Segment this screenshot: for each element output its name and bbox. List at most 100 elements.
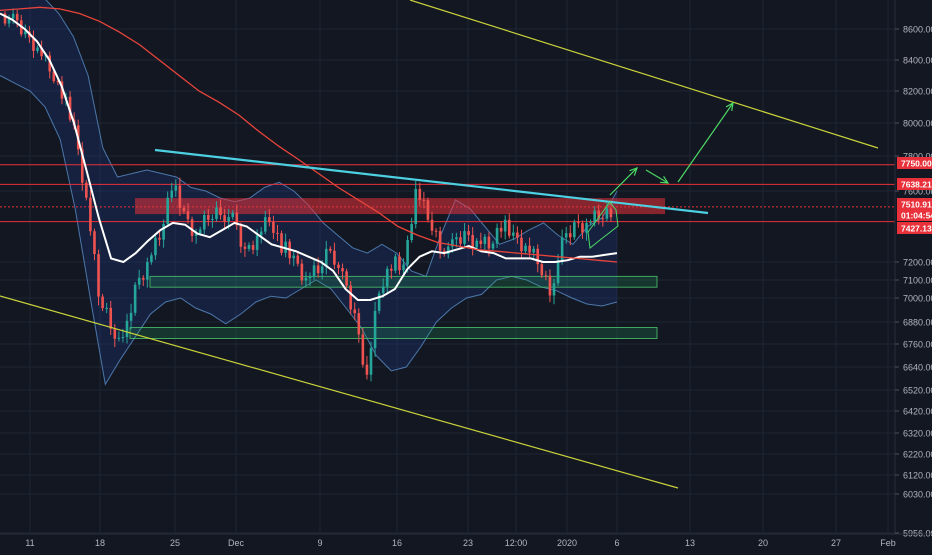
candle-body <box>186 211 190 220</box>
time-axis-label: 11 <box>25 538 34 548</box>
candle-body <box>243 246 247 249</box>
price-axis-label: 7600.00 <box>903 187 932 197</box>
time-axis-label: 12:00 <box>505 538 528 548</box>
price-badge-label: 7750.00 <box>901 159 932 169</box>
candle-body <box>544 275 548 277</box>
candle-body <box>577 222 580 224</box>
candle-body <box>333 250 336 265</box>
price-axis-label: 6320.00 <box>903 429 932 439</box>
candle-body <box>166 197 169 225</box>
candle-body <box>385 268 389 287</box>
projection-arrows <box>587 101 734 249</box>
candle-body <box>434 230 438 232</box>
candle-body <box>80 149 84 183</box>
channel-lower-trendline <box>0 295 679 489</box>
candle-body <box>548 275 552 296</box>
candle-body <box>467 231 470 236</box>
price-axis-label: 6220.00 <box>903 450 932 460</box>
candle-body <box>512 232 515 236</box>
price-badge-label: 01:04:54 <box>901 211 932 221</box>
candle-body <box>430 219 434 231</box>
candle-body <box>231 212 235 218</box>
candle-body <box>524 245 527 252</box>
candle-body <box>402 264 405 271</box>
price-axis-label: 8600.00 <box>903 25 932 35</box>
candle-body <box>7 18 11 24</box>
candle-body <box>556 260 560 284</box>
time-axis-label: 2020 <box>557 538 577 548</box>
candle-body <box>345 271 348 286</box>
time-axis-label: 16 <box>392 538 402 548</box>
candle-body <box>24 31 27 35</box>
candle-body <box>520 237 523 252</box>
candle-body <box>451 239 454 247</box>
candle-body <box>211 218 214 220</box>
projection-arrow-line <box>677 102 734 183</box>
candle-body <box>499 227 503 232</box>
projection-arrow-line <box>645 169 669 184</box>
zone-support <box>129 327 658 339</box>
candle-body <box>349 285 352 310</box>
price-badge-label: 7510.91 <box>901 200 932 210</box>
candle-body <box>455 237 458 240</box>
candle-body <box>182 207 186 212</box>
candle-body <box>373 310 377 349</box>
projection-arrow-head <box>725 101 734 111</box>
candle-body <box>190 219 194 236</box>
candle-body <box>101 296 104 309</box>
candle-body <box>296 255 300 264</box>
candle-body <box>133 284 137 313</box>
candle-body <box>56 81 60 83</box>
candle-body <box>394 256 397 271</box>
candle-body <box>471 235 474 248</box>
candle-body <box>365 364 369 375</box>
price-axis-label: 7000.00 <box>903 294 932 304</box>
candle-body <box>141 277 145 280</box>
candle-body <box>202 215 206 230</box>
candle-body <box>11 13 15 19</box>
candle-body <box>52 71 56 82</box>
candle-body <box>129 312 133 321</box>
time-axis-label: 9 <box>317 538 322 548</box>
candle-body <box>89 197 92 232</box>
candle-body <box>459 237 462 244</box>
candle-body <box>438 231 442 251</box>
grid <box>0 0 895 534</box>
candle-body <box>247 245 251 249</box>
candle-body <box>422 199 426 201</box>
candle-body <box>483 236 487 245</box>
candle-body <box>341 268 344 272</box>
candle-body <box>552 283 556 296</box>
candle-body <box>292 255 296 259</box>
candle-body <box>85 182 88 198</box>
price-axis-label: 8000.00 <box>903 119 932 129</box>
candle-body <box>503 219 507 232</box>
time-axis-label: 18 <box>95 538 105 548</box>
candle-body <box>162 224 165 240</box>
price-badge-label: 7638.21 <box>901 180 932 190</box>
price-axis-label: 6640.00 <box>903 363 932 373</box>
candle-body <box>540 264 544 276</box>
candle-body <box>268 217 271 222</box>
price-axis-label: 7100.00 <box>903 276 932 286</box>
candle-body <box>15 13 19 21</box>
candle-body <box>207 215 210 220</box>
candle-body <box>463 231 466 244</box>
candle-body <box>597 210 601 219</box>
candle-body <box>377 293 381 311</box>
candle-body <box>528 245 531 253</box>
candle-body <box>194 233 198 236</box>
candle-body <box>259 231 263 236</box>
candle-body <box>495 227 499 244</box>
candle-body <box>316 265 320 274</box>
time-axis-label: 23 <box>463 538 473 548</box>
candle-body <box>585 222 588 233</box>
candle-body <box>532 248 535 253</box>
candle-body <box>369 348 373 375</box>
candle-body <box>320 266 324 274</box>
candle-body <box>178 185 182 208</box>
candle-body <box>381 286 385 294</box>
